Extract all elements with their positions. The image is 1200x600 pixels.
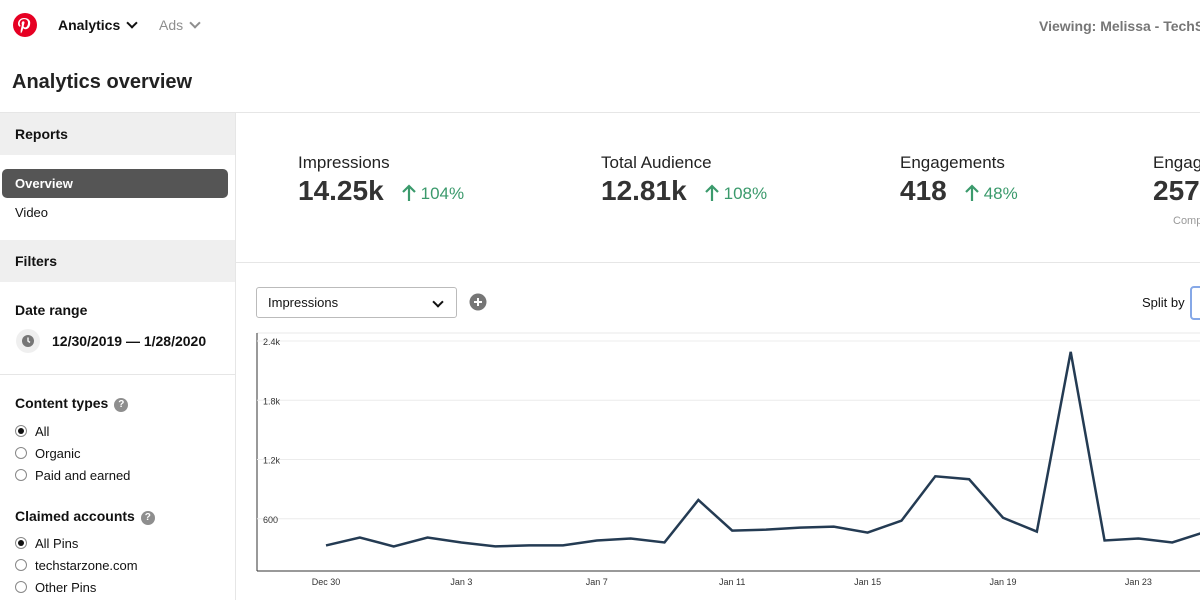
chevron [189, 17, 201, 29]
up-arrow [401, 184, 421, 203]
radio-option[interactable]: All Pins [15, 536, 78, 551]
y-tick-label: 600 [263, 515, 278, 525]
nav-label: Analytics [58, 17, 121, 33]
radio-option[interactable]: Organic [15, 446, 81, 461]
x-tick-label: Jan 7 [586, 577, 608, 587]
label-text: Content types [15, 395, 109, 411]
pinterest-logo[interactable] [12, 12, 38, 38]
nav-label: Ads [159, 17, 184, 33]
add-metric-button[interactable] [469, 293, 487, 311]
metric-note: Comp [1173, 215, 1200, 227]
x-tick-label: Dec 30 [312, 577, 341, 587]
x-tick-label: Jan 19 [989, 577, 1016, 587]
metric-label: Impressions [298, 153, 390, 172]
radio [15, 447, 27, 459]
change-text: 48% [983, 184, 1018, 203]
split-by-select[interactable] [1190, 286, 1200, 320]
radio-option[interactable]: techstarzone.com [15, 558, 138, 573]
clock-icon [16, 329, 40, 353]
metric-change: 48% [964, 184, 1018, 204]
metric-label: Engagements [900, 153, 1005, 172]
radio [15, 537, 27, 549]
section-heading: Filters [0, 240, 235, 282]
option-label: Organic [35, 446, 81, 461]
metric-value: 14.25k [298, 175, 384, 206]
radio-option[interactable]: All [15, 424, 49, 439]
option-label: All [35, 424, 50, 439]
option-label: Paid and earned [35, 468, 131, 483]
option-label: All Pins [35, 536, 79, 551]
metric-value: 418 [900, 175, 947, 206]
viewing-account[interactable]: Viewing: Melissa - TechSta [1039, 18, 1200, 34]
chevron [432, 296, 444, 308]
divider [0, 112, 1200, 113]
radio [15, 425, 27, 437]
option-label: techstarzone.com [35, 558, 138, 573]
divider [236, 262, 1200, 263]
y-tick-label: 1.8k [263, 396, 281, 406]
metric-label: Engag [1153, 153, 1200, 172]
report-tab[interactable]: Video [15, 205, 49, 220]
label-text: Claimed accounts [15, 508, 135, 524]
filter-label: Content types? [15, 395, 129, 412]
help-icon[interactable]: ? [114, 398, 129, 412]
radio [15, 469, 27, 481]
metric-value: 12.81k [601, 175, 687, 206]
filter-label: Claimed accounts? [15, 508, 155, 525]
section-heading: Reports [0, 113, 235, 155]
up-arrow [704, 184, 724, 203]
metric-value: 257 [1153, 175, 1200, 206]
x-tick-label: Jan 11 [719, 577, 745, 587]
metric-label: Total Audience [601, 153, 712, 172]
split-by-label: Split by [1142, 295, 1185, 310]
radio-option[interactable]: Other Pins [15, 580, 96, 595]
metric-change: 104% [401, 184, 465, 204]
y-tick-label: 1.2k [263, 456, 281, 466]
report-tab-active[interactable]: Overview [2, 169, 228, 198]
metric-select[interactable]: Impressions [256, 287, 457, 318]
x-tick-label: Jan 3 [450, 577, 472, 587]
change-text: 104% [420, 184, 465, 203]
metric-change: 108% [704, 184, 768, 204]
radio-option[interactable]: Paid and earned [15, 468, 130, 483]
filter-label: Date range [15, 302, 88, 318]
select-label: Impressions [268, 295, 339, 310]
x-tick-label: Jan 15 [854, 577, 881, 587]
radio [15, 559, 27, 571]
nav-ads[interactable]: Ads [159, 17, 201, 33]
divider [0, 374, 235, 375]
data-line [325, 351, 1200, 548]
up-arrow [964, 184, 984, 203]
change-text: 108% [723, 184, 768, 203]
page-title: Analytics overview [12, 71, 193, 93]
nav-analytics[interactable]: Analytics [58, 17, 138, 33]
option-label: Other Pins [35, 580, 97, 595]
chevron [126, 17, 138, 29]
radio [15, 581, 27, 593]
date-range[interactable]: 12/30/2019 — 1/28/2020 [52, 333, 207, 349]
help-icon[interactable]: ? [140, 511, 155, 525]
sidebar-border [235, 113, 236, 600]
x-tick-label: Jan 23 [1125, 577, 1152, 587]
y-tick-label: 2.4k [263, 337, 281, 347]
